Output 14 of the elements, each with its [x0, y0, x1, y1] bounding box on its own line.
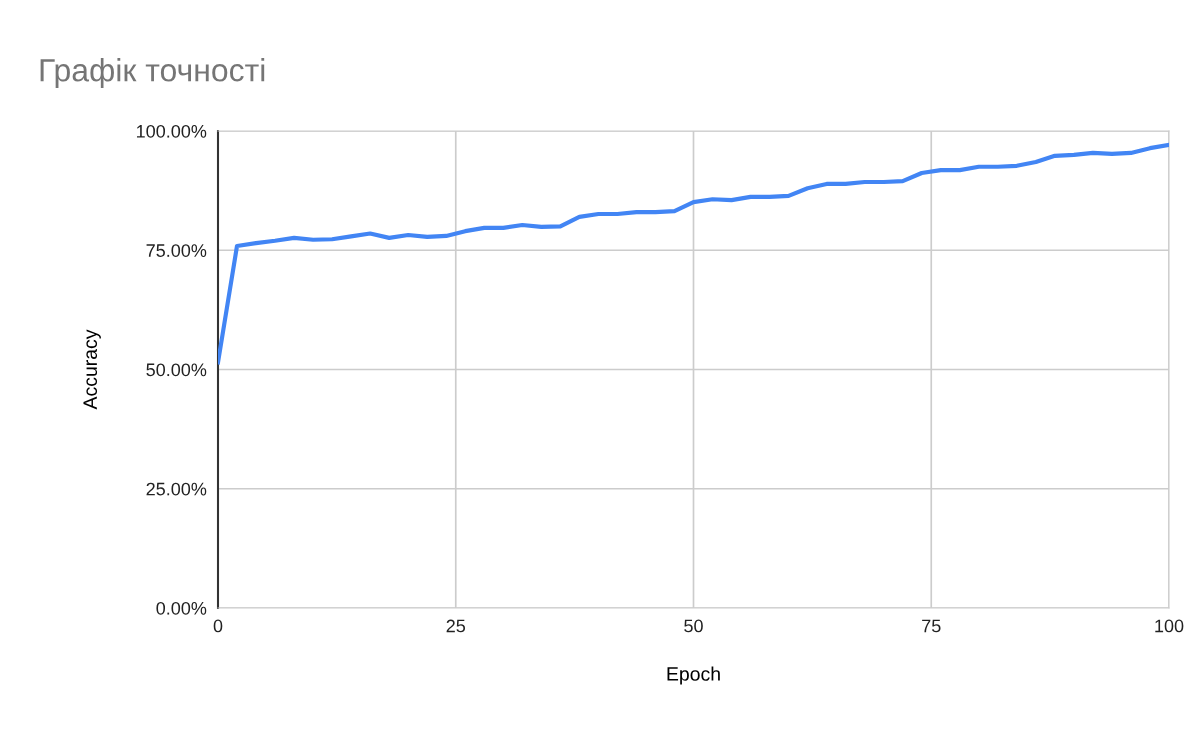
y-tick-label: 75.00% [146, 244, 207, 257]
x-axis-title: Epoch [667, 666, 720, 685]
y-tick-label: 25.00% [146, 482, 207, 496]
y-tick-label: 0.00% [156, 601, 207, 615]
chart-title: Графік точності [40, 58, 265, 88]
y-axis-title: Accuracy [83, 329, 101, 410]
x-tick-label: 75 [922, 619, 941, 633]
x-tick-label: 0 [213, 619, 223, 633]
y-tick-label: 100.00% [136, 124, 207, 138]
x-tick-label: 25 [446, 619, 466, 633]
x-tick-label: 50 [684, 619, 703, 633]
x-tick-label: 100 [1155, 619, 1184, 633]
y-tick-label: 50.00% [146, 363, 207, 377]
line-series [218, 142, 1169, 365]
